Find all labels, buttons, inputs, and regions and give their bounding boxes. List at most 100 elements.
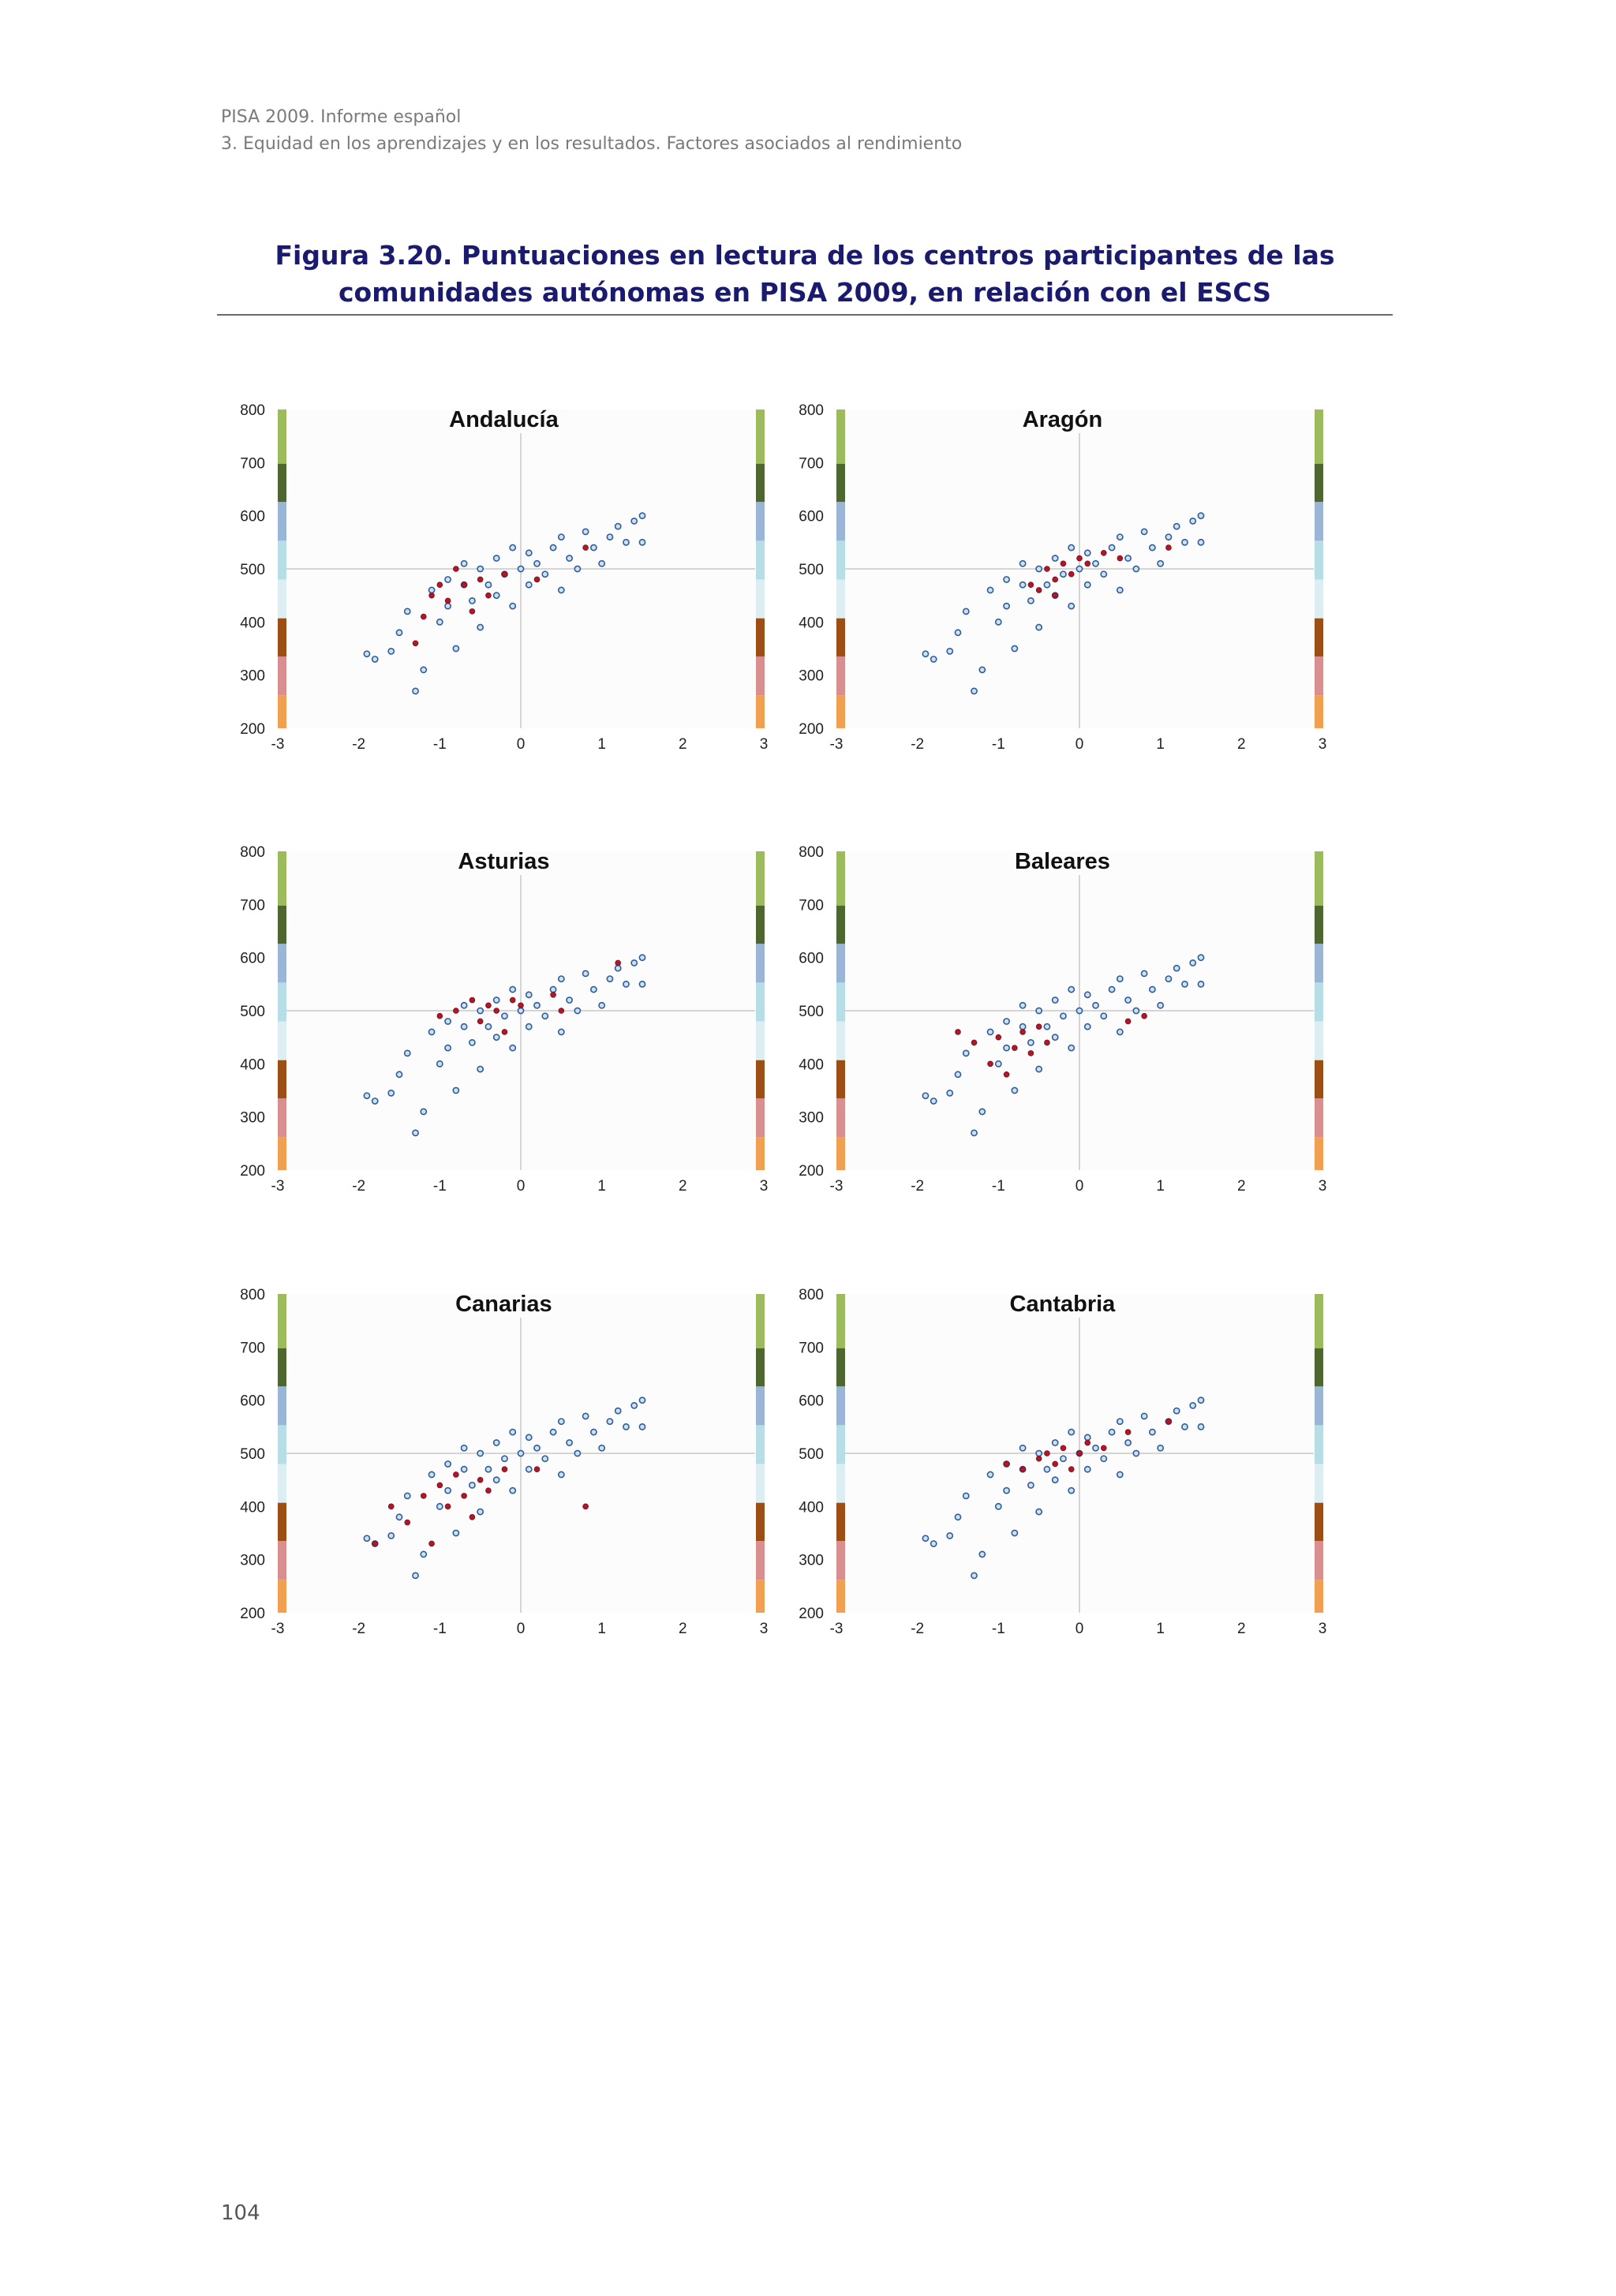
data-point bbox=[460, 1001, 468, 1009]
x-tick-label: -2 bbox=[352, 1621, 365, 1637]
highlight-point bbox=[501, 570, 508, 578]
data-point bbox=[1189, 517, 1197, 525]
left-level-band bbox=[278, 579, 286, 619]
y-tick-label: 600 bbox=[799, 1393, 824, 1410]
y-tick-label: 400 bbox=[799, 1499, 824, 1516]
right-level-band bbox=[1315, 905, 1323, 944]
y-tick-label: 800 bbox=[240, 844, 265, 861]
x-tick-label: 1 bbox=[1156, 1621, 1165, 1637]
left-level-band bbox=[836, 409, 845, 464]
right-level-band bbox=[1315, 1386, 1323, 1426]
data-point bbox=[557, 1028, 565, 1036]
data-point bbox=[978, 1550, 986, 1558]
data-point bbox=[606, 533, 614, 540]
data-point bbox=[1019, 581, 1027, 589]
x-tick-label: 2 bbox=[1237, 1178, 1246, 1195]
x-tick-label: 0 bbox=[517, 1178, 526, 1195]
right-level-band bbox=[1315, 1425, 1323, 1464]
left-level-band bbox=[836, 1021, 845, 1060]
y-tick-label: 400 bbox=[240, 1056, 265, 1073]
data-point bbox=[403, 1492, 411, 1500]
right-level-band bbox=[756, 851, 765, 906]
highlight-point bbox=[1044, 566, 1050, 572]
highlight-point bbox=[1044, 1039, 1050, 1046]
panel-title: Cantabria bbox=[1010, 1292, 1117, 1317]
data-point bbox=[1068, 544, 1075, 552]
highlight-point bbox=[1035, 1023, 1042, 1030]
y-tick-label: 300 bbox=[799, 668, 824, 685]
data-point bbox=[1149, 544, 1156, 552]
data-point bbox=[1132, 1007, 1140, 1015]
x-tick-label: -1 bbox=[992, 736, 1005, 753]
y-tick-label: 700 bbox=[240, 897, 265, 914]
data-point bbox=[589, 985, 597, 993]
left-level-band bbox=[278, 656, 286, 696]
highlight-point bbox=[485, 592, 492, 599]
data-point bbox=[492, 1439, 500, 1446]
highlight-point bbox=[477, 1476, 484, 1483]
highlight-point bbox=[1035, 587, 1042, 593]
y-tick-label: 400 bbox=[240, 1499, 265, 1516]
data-point bbox=[492, 555, 500, 562]
y-tick-label: 300 bbox=[240, 1110, 265, 1127]
data-point bbox=[549, 544, 557, 552]
highlight-point bbox=[453, 1471, 459, 1478]
y-tick-label: 300 bbox=[799, 1553, 824, 1569]
right-level-band bbox=[756, 1502, 765, 1542]
highlight-point bbox=[1003, 1460, 1010, 1468]
right-level-band bbox=[1315, 1137, 1323, 1170]
highlight-point bbox=[1076, 555, 1083, 562]
highlight-point bbox=[1012, 1045, 1018, 1051]
data-point bbox=[1197, 1423, 1205, 1430]
data-point bbox=[460, 1023, 468, 1030]
y-tick-label: 300 bbox=[799, 1110, 824, 1127]
data-point bbox=[428, 1471, 436, 1479]
right-level-band bbox=[1315, 540, 1323, 580]
left-level-band bbox=[836, 1386, 845, 1426]
data-point bbox=[946, 1531, 954, 1539]
right-level-band bbox=[756, 656, 765, 696]
data-point bbox=[574, 1007, 582, 1015]
data-point bbox=[986, 1471, 994, 1479]
right-level-band bbox=[1315, 656, 1323, 696]
data-point bbox=[1051, 1034, 1059, 1041]
y-tick-label: 600 bbox=[240, 1393, 265, 1410]
x-tick-label: 1 bbox=[1156, 736, 1165, 753]
highlight-point bbox=[469, 1514, 476, 1520]
data-point bbox=[452, 1529, 460, 1537]
left-level-band bbox=[836, 1060, 845, 1099]
data-point bbox=[1108, 1428, 1116, 1436]
highlight-point bbox=[955, 1029, 961, 1035]
data-point bbox=[1075, 1007, 1083, 1015]
y-tick-label: 500 bbox=[240, 1004, 265, 1020]
data-point bbox=[1124, 555, 1132, 562]
data-point bbox=[501, 1455, 508, 1463]
data-point bbox=[1083, 1434, 1091, 1442]
right-level-band bbox=[1315, 579, 1323, 619]
highlight-point bbox=[1076, 1450, 1083, 1457]
data-point bbox=[1051, 555, 1059, 562]
x-tick-label: 3 bbox=[760, 736, 769, 753]
data-point bbox=[444, 1486, 451, 1494]
data-point bbox=[1075, 565, 1083, 573]
data-point bbox=[962, 1049, 970, 1057]
highlight-point bbox=[533, 576, 541, 583]
highlight-point bbox=[387, 1503, 395, 1510]
data-point bbox=[1100, 1012, 1108, 1020]
highlight-point bbox=[412, 640, 419, 647]
y-tick-label: 600 bbox=[799, 509, 824, 525]
highlight-point bbox=[1035, 1455, 1042, 1462]
highlight-point bbox=[493, 1008, 500, 1014]
highlight-point bbox=[436, 1482, 443, 1489]
x-tick-label: -2 bbox=[911, 1178, 924, 1195]
right-level-band bbox=[1315, 1580, 1323, 1613]
left-level-band bbox=[278, 502, 286, 541]
data-point bbox=[452, 645, 460, 653]
data-point bbox=[1043, 1023, 1051, 1030]
left-level-band bbox=[836, 656, 845, 696]
y-tick-label: 600 bbox=[799, 951, 824, 967]
data-point bbox=[1100, 1455, 1108, 1463]
x-tick-label: 2 bbox=[1237, 1621, 1246, 1637]
right-level-band bbox=[1315, 1098, 1323, 1138]
